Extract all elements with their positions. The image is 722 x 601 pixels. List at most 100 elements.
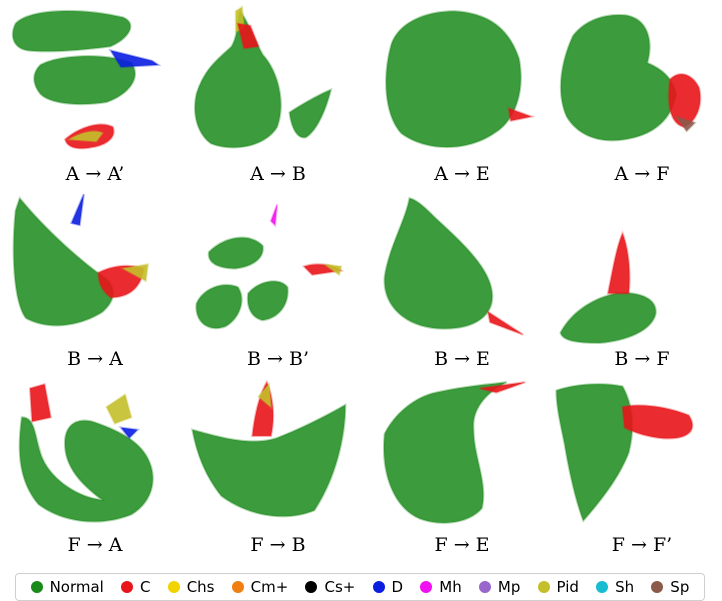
point-cloud-c bbox=[236, 22, 260, 50]
scatter-plot bbox=[559, 230, 657, 344]
point-cloud-normal bbox=[288, 88, 333, 139]
panel-label: F → A bbox=[67, 534, 123, 556]
panel-label: B → E bbox=[434, 348, 490, 370]
scatter-plot bbox=[555, 383, 694, 523]
legend-marker bbox=[420, 581, 433, 593]
scatter-plot bbox=[193, 5, 333, 149]
point-cloud-normal bbox=[383, 196, 494, 330]
point-cloud-normal bbox=[385, 10, 522, 149]
point-cloud-pid bbox=[324, 263, 343, 277]
point-cloud-normal bbox=[33, 55, 137, 106]
point-cloud-mh bbox=[269, 204, 279, 228]
scatter-panel: F → E bbox=[372, 376, 552, 564]
point-cloud-normal bbox=[207, 236, 264, 270]
point-cloud-normal bbox=[246, 280, 289, 322]
point-cloud-d bbox=[69, 193, 85, 227]
legend-label: Sp bbox=[670, 578, 690, 596]
legend-marker bbox=[305, 581, 318, 593]
panel-label: A → A’ bbox=[65, 163, 125, 185]
panel-label: F → E bbox=[434, 534, 490, 556]
scatter-plot bbox=[383, 196, 524, 336]
legend-label: Pid bbox=[556, 578, 579, 596]
point-cloud-c bbox=[479, 381, 526, 394]
point-cloud-normal bbox=[555, 383, 634, 523]
point-cloud-pid bbox=[119, 263, 150, 283]
panel-label: A → F bbox=[614, 163, 670, 185]
point-cloud-pid bbox=[105, 392, 133, 425]
scatter-plot bbox=[559, 13, 702, 142]
point-cloud-pid bbox=[257, 381, 273, 410]
point-cloud-normal bbox=[195, 284, 243, 330]
chart-legend: Normal C Chs Cm+ Cs+ D Mh Mp Pid Sh Sp bbox=[15, 573, 705, 601]
scatter-plot bbox=[385, 10, 536, 149]
legend-item: Cs+ bbox=[305, 578, 355, 596]
point-cloud-normal bbox=[193, 8, 282, 149]
legend-marker bbox=[167, 581, 180, 593]
legend-item: Sh bbox=[596, 578, 634, 596]
legend-label: Mp bbox=[497, 578, 521, 596]
point-cloud-c bbox=[28, 382, 52, 423]
scatter-panel: A → E bbox=[372, 5, 552, 193]
legend-item: Sp bbox=[651, 578, 689, 596]
legend-item: Chs bbox=[167, 578, 215, 596]
panel-label: F → B bbox=[250, 534, 306, 556]
point-cloud-normal bbox=[559, 13, 678, 142]
point-cloud-c bbox=[606, 230, 631, 295]
scatter-panel: B → A bbox=[5, 190, 185, 378]
point-cloud-normal bbox=[559, 291, 657, 344]
legend-item: Pid bbox=[537, 578, 579, 596]
panel-label: A → E bbox=[434, 163, 490, 185]
legend-label: D bbox=[391, 578, 404, 596]
panel-label: B → F bbox=[614, 348, 670, 370]
legend-marker bbox=[596, 581, 609, 593]
legend-marker bbox=[30, 581, 43, 593]
point-cloud-c bbox=[507, 106, 536, 122]
point-cloud-normal bbox=[11, 9, 132, 53]
point-cloud-normal bbox=[191, 403, 347, 518]
legend-item: C bbox=[121, 578, 151, 596]
legend-marker bbox=[537, 581, 550, 593]
point-cloud-c bbox=[667, 73, 702, 129]
scatter-panel: F → A bbox=[5, 376, 185, 564]
panel-label: A → B bbox=[250, 163, 306, 185]
point-cloud-c bbox=[97, 264, 145, 299]
legend-label: Mh bbox=[439, 578, 462, 596]
point-cloud-c bbox=[486, 309, 524, 336]
scatter-panel: B → E bbox=[372, 190, 552, 378]
point-cloud-pid bbox=[66, 130, 104, 143]
scatter-plot bbox=[195, 204, 344, 330]
legend-item: Normal bbox=[30, 578, 104, 596]
point-cloud-normal bbox=[382, 381, 508, 524]
scatter-panel: A → B bbox=[188, 5, 368, 193]
legend-marker bbox=[231, 581, 244, 593]
point-cloud-normal bbox=[12, 196, 115, 327]
scatter-panel: F → B bbox=[188, 376, 368, 564]
scatter-panel: F → F’ bbox=[552, 376, 722, 564]
legend-item: D bbox=[372, 578, 404, 596]
legend-item: Cm+ bbox=[231, 578, 289, 596]
point-cloud-c bbox=[621, 404, 694, 440]
point-cloud-d bbox=[118, 426, 140, 440]
scatter-plot bbox=[12, 193, 150, 327]
panel-label: B → A bbox=[67, 348, 123, 370]
legend-label: C bbox=[140, 578, 151, 596]
legend-label: Cm+ bbox=[250, 578, 289, 596]
scatter-panel: A → F bbox=[552, 5, 722, 193]
scatter-panel: A → A’ bbox=[5, 5, 185, 193]
point-cloud-normal bbox=[18, 416, 154, 523]
panel-label: F → F’ bbox=[611, 534, 673, 556]
legend-marker bbox=[651, 581, 664, 593]
scatter-panel: B → B’ bbox=[188, 190, 368, 378]
legend-marker bbox=[478, 581, 491, 593]
scatter-plot bbox=[191, 379, 347, 518]
scatter-panel-grid: A → A’ A → B A → E A → F B → A B → B’ B → E B →… bbox=[5, 5, 722, 564]
scatter-plot bbox=[11, 9, 162, 150]
point-cloud-d bbox=[108, 48, 162, 69]
legend-label: Sh bbox=[615, 578, 635, 596]
panel-label: B → B’ bbox=[247, 348, 309, 370]
point-cloud-sp bbox=[673, 114, 697, 133]
legend-marker bbox=[121, 581, 134, 593]
scatter-plot bbox=[18, 382, 154, 523]
legend-label: Chs bbox=[186, 578, 215, 596]
legend-label: Normal bbox=[49, 578, 104, 596]
